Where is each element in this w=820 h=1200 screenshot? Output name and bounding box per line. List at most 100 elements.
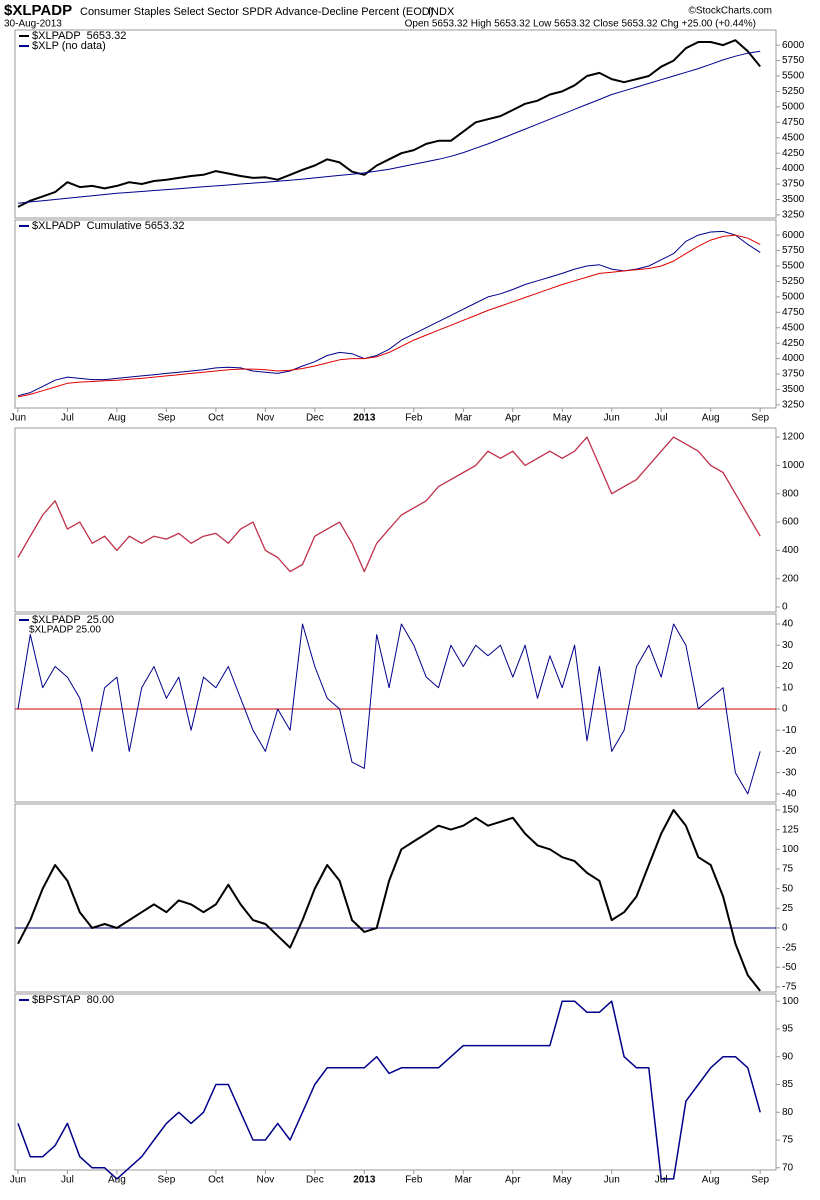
y-tick-label: 6000: [782, 230, 805, 241]
x-tick-label: Aug: [702, 1175, 720, 1186]
x-tick-label: Jun: [10, 1175, 26, 1186]
x-tick-label: Nov: [256, 1175, 274, 1186]
series-line: [17, 39, 761, 208]
y-tick-label: 5750: [782, 245, 805, 256]
panel-frame: [14, 993, 777, 1171]
x-tick-label: Aug: [108, 413, 126, 424]
y-tick-label: 4750: [782, 117, 805, 128]
y-tick-label: 5500: [782, 71, 805, 82]
x-tick-label: Aug: [702, 413, 720, 424]
y-tick-label: -10: [782, 725, 797, 736]
y-tick-label: 70: [782, 1162, 794, 1173]
x-tick-label: Jul: [655, 413, 668, 424]
y-tick-label: 5250: [782, 276, 805, 287]
y-tick-label: 5000: [782, 102, 805, 113]
y-tick-label: 40: [782, 619, 794, 630]
y-tick-label: 0: [782, 602, 788, 613]
x-tick-label: Jul: [61, 413, 74, 424]
x-tick-label: May: [553, 1175, 572, 1186]
x-tick-label: Feb: [405, 413, 423, 424]
series-line: [17, 1000, 761, 1180]
series-line: [17, 623, 761, 795]
panel-frame: [14, 803, 777, 993]
y-tick-label: 20: [782, 661, 794, 672]
y-tick-label: 1000: [782, 460, 805, 471]
series-line: [17, 50, 761, 204]
x-tick-label: Mar: [455, 413, 473, 424]
y-tick-label: 5750: [782, 55, 805, 66]
legend-label: $XLPADP 25.00: [32, 614, 114, 626]
y-tick-label: 4000: [782, 163, 805, 174]
x-tick-label: Sep: [158, 413, 176, 424]
y-tick-label: 3250: [782, 210, 805, 221]
x-tick-label: Oct: [208, 413, 224, 424]
panel-frame: [14, 219, 777, 409]
y-tick-label: 85: [782, 1079, 794, 1090]
x-tick-label: Apr: [505, 1175, 521, 1186]
x-tick-label: Sep: [751, 413, 769, 424]
panel-note: $XLPADP 25.00: [29, 625, 101, 636]
y-tick-label: 95: [782, 1024, 794, 1035]
y-tick-label: 75: [782, 864, 794, 875]
subtitle: Consumer Staples Select Sector SPDR Adva…: [80, 6, 433, 18]
series-line: [17, 436, 761, 573]
panel-frame: [14, 29, 777, 219]
series-line: [17, 234, 761, 398]
y-tick-label: 50: [782, 883, 794, 894]
legend-label: $XLPADP 5653.32: [32, 30, 126, 42]
y-tick-label: 30: [782, 640, 794, 651]
x-tick-label: Sep: [751, 1175, 769, 1186]
y-tick-label: 3750: [782, 179, 805, 190]
panel-frame: [14, 613, 777, 803]
x-tick-label: Dec: [306, 1175, 324, 1186]
quote: Open 5653.32 High 5653.32 Low 5653.32 Cl…: [405, 19, 756, 30]
x-tick-label: Feb: [405, 1175, 423, 1186]
y-tick-label: 3500: [782, 384, 805, 395]
y-tick-label: 0: [782, 704, 788, 715]
y-tick-label: -50: [782, 962, 797, 973]
legend-label: $BPSTAP 80.00: [32, 994, 114, 1006]
x-tick-label: Aug: [108, 1175, 126, 1186]
y-tick-label: 0: [782, 923, 788, 934]
y-tick-label: 125: [782, 824, 799, 835]
y-tick-label: 150: [782, 805, 799, 816]
x-tick-label: 2013: [353, 413, 376, 424]
y-tick-label: -30: [782, 767, 797, 778]
legend-label: $XLPADP Cumulative 5653.32: [32, 220, 184, 232]
y-tick-label: 100: [782, 996, 799, 1007]
exchange: INDX: [428, 6, 455, 18]
x-tick-label: 2013: [353, 1175, 376, 1186]
y-tick-label: 6000: [782, 40, 805, 51]
x-tick-label: Jun: [604, 1175, 620, 1186]
y-tick-label: 1200: [782, 432, 805, 443]
x-tick-label: Mar: [455, 1175, 473, 1186]
y-tick-label: -40: [782, 789, 797, 800]
y-tick-label: 75: [782, 1135, 794, 1146]
y-tick-label: 4000: [782, 353, 805, 364]
series-line: [17, 230, 761, 397]
x-tick-label: Jun: [604, 413, 620, 424]
y-tick-label: 3250: [782, 400, 805, 411]
title: $XLPADP: [4, 2, 72, 19]
y-tick-label: 5500: [782, 261, 805, 272]
x-tick-label: Apr: [505, 413, 521, 424]
x-tick-label: Dec: [306, 413, 324, 424]
y-tick-label: 4250: [782, 338, 805, 349]
y-tick-label: 4500: [782, 322, 805, 333]
y-tick-label: 800: [782, 488, 799, 499]
x-tick-label: Jul: [61, 1175, 74, 1186]
x-tick-label: Oct: [208, 1175, 224, 1186]
x-tick-label: Jul: [655, 1175, 668, 1186]
date: 30-Aug-2013: [4, 19, 62, 30]
y-tick-label: 90: [782, 1051, 794, 1062]
x-tick-label: Sep: [158, 1175, 176, 1186]
y-tick-label: 100: [782, 844, 799, 855]
y-tick-label: -25: [782, 942, 797, 953]
x-tick-label: Jun: [10, 413, 26, 424]
y-tick-label: 3500: [782, 194, 805, 205]
y-tick-label: 10: [782, 682, 794, 693]
y-tick-label: -75: [782, 982, 797, 993]
y-tick-label: 25: [782, 903, 794, 914]
x-tick-label: Nov: [256, 413, 274, 424]
